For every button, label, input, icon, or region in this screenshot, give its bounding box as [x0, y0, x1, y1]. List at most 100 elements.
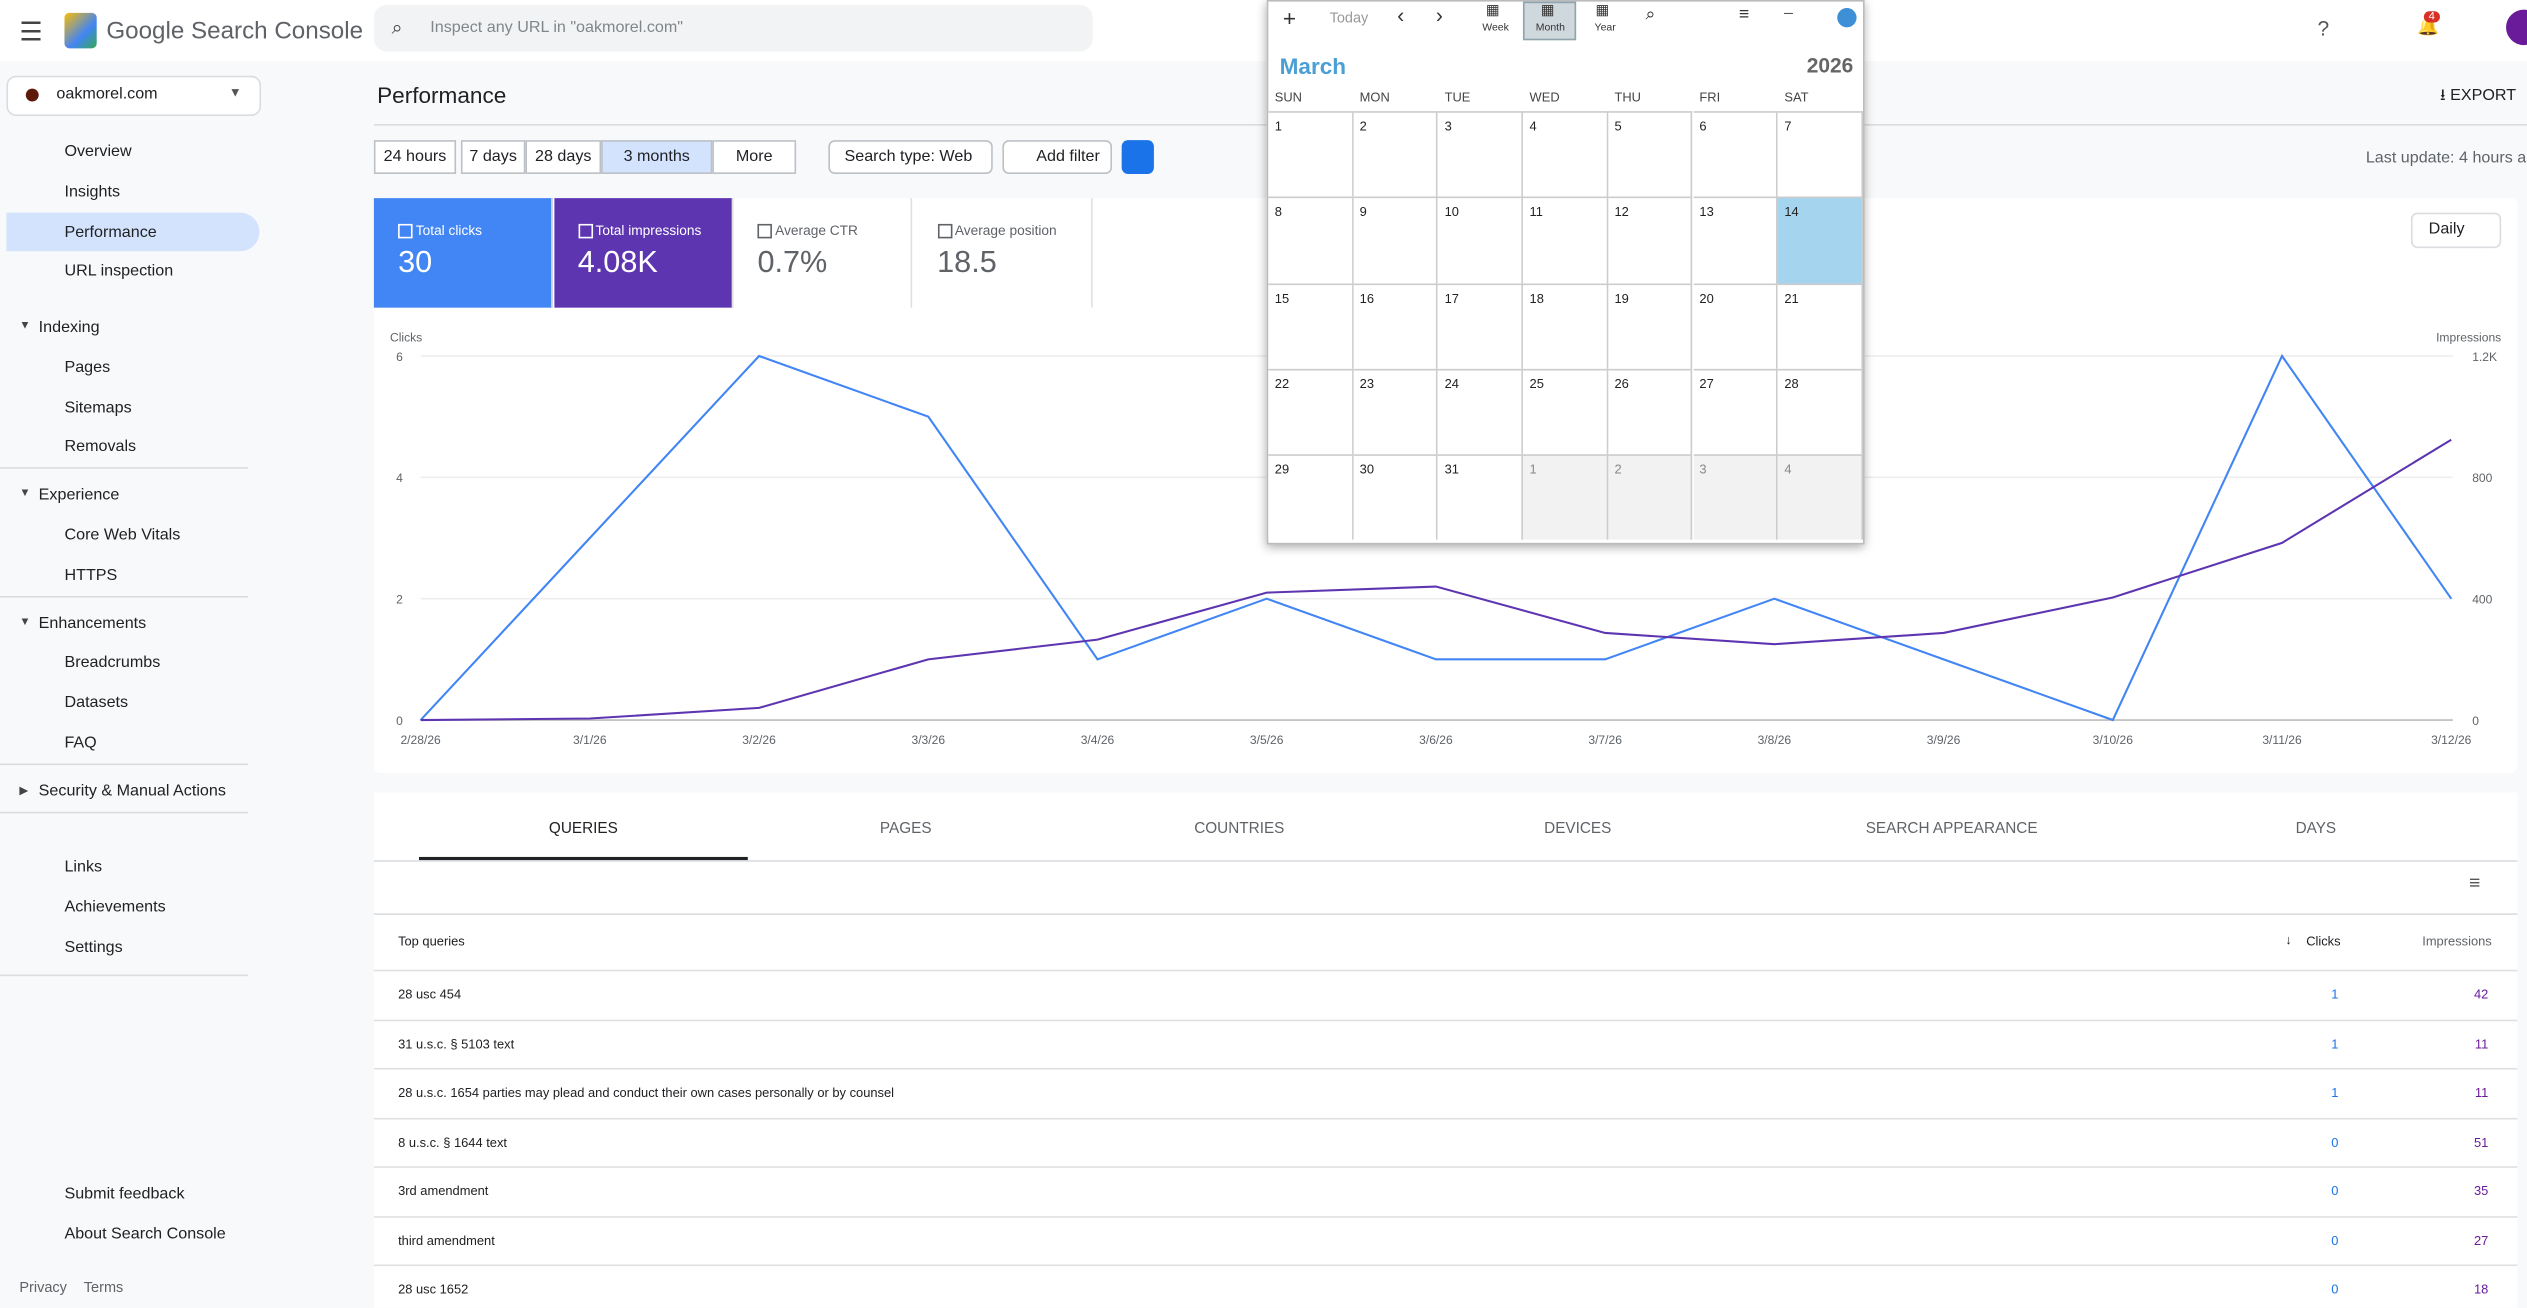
- range-label[interactable]: 24 hours: [383, 148, 447, 166]
- day-cell[interactable]: [1353, 196, 1439, 283]
- day-cell[interactable]: [1777, 368, 1863, 455]
- range-label[interactable]: 3 months: [623, 148, 690, 166]
- metric-checkbox[interactable]: [757, 223, 772, 239]
- day-number[interactable]: 6: [1699, 119, 1707, 134]
- day-cell[interactable]: [1608, 368, 1693, 455]
- day-number[interactable]: 30: [1359, 462, 1375, 478]
- day-cell[interactable]: [1608, 454, 1693, 541]
- day-cell[interactable]: [1692, 196, 1778, 283]
- range-chip[interactable]: 7 days: [460, 140, 526, 174]
- day-number[interactable]: 4: [1784, 462, 1792, 478]
- tab[interactable]: DAYS: [2295, 819, 2337, 838]
- search-button[interactable]: ⌕: [1645, 4, 1656, 25]
- day-cell[interactable]: [1523, 111, 1609, 197]
- nav-item[interactable]: Breadcrumbs: [64, 654, 161, 673]
- metric-card[interactable]: [373, 198, 553, 308]
- query-cell[interactable]: third amendment: [398, 1233, 495, 1248]
- day-number[interactable]: 31: [1444, 462, 1459, 478]
- query-cell[interactable]: 28 usc 1652: [398, 1282, 469, 1297]
- filter-settings-button[interactable]: [1121, 140, 1154, 174]
- metric-card[interactable]: [912, 198, 1092, 308]
- day-cell[interactable]: [1692, 111, 1778, 197]
- nav-item[interactable]: Datasets: [64, 694, 129, 713]
- day-cell[interactable]: [1438, 111, 1524, 197]
- day-number[interactable]: 11: [1529, 205, 1543, 220]
- column-header[interactable]: Clicks: [2306, 934, 2341, 949]
- day-number[interactable]: 24: [1444, 376, 1459, 392]
- search-type-chip[interactable]: [828, 140, 993, 174]
- metric-checkbox[interactable]: [398, 223, 413, 239]
- nav-item[interactable]: Links: [64, 858, 103, 877]
- nav-item[interactable]: Pages: [64, 358, 111, 377]
- legal-link[interactable]: Terms: [83, 1278, 124, 1296]
- tab[interactable]: SEARCH APPEARANCE: [1865, 819, 2038, 838]
- day-cell[interactable]: [1438, 196, 1524, 283]
- day-number[interactable]: 4: [1529, 119, 1537, 134]
- day-cell[interactable]: [1268, 368, 1354, 455]
- menu-button[interactable]: ≡: [1738, 4, 1750, 25]
- day-number[interactable]: 26: [1614, 376, 1629, 392]
- metric-card[interactable]: [553, 198, 733, 308]
- metric-card[interactable]: [733, 198, 913, 308]
- day-number[interactable]: 29: [1274, 462, 1290, 478]
- day-cell[interactable]: [1353, 454, 1439, 541]
- nav-item[interactable]: FAQ: [64, 734, 97, 753]
- day-cell[interactable]: [1438, 368, 1524, 455]
- day-cell[interactable]: [1608, 196, 1693, 283]
- nav-section-title[interactable]: Security & Manual Actions: [38, 782, 226, 801]
- tab[interactable]: PAGES: [879, 819, 932, 838]
- nav-footer-item[interactable]: About Search Console: [64, 1225, 226, 1244]
- day-cell[interactable]: [1523, 368, 1609, 455]
- nav-footer-item[interactable]: Submit feedback: [64, 1185, 185, 1204]
- nav-item[interactable]: Core Web Vitals: [64, 526, 181, 545]
- day-number[interactable]: 1: [1529, 462, 1537, 478]
- tab[interactable]: DEVICES: [1544, 819, 1612, 838]
- day-number[interactable]: 12: [1614, 205, 1629, 220]
- day-number[interactable]: 1: [1274, 119, 1282, 134]
- tab[interactable]: QUERIES: [548, 819, 618, 838]
- day-cell[interactable]: [1353, 111, 1439, 197]
- day-number[interactable]: 3: [1444, 119, 1452, 134]
- day-number[interactable]: 2: [1614, 462, 1622, 478]
- minimize-button[interactable]: –: [1784, 4, 1794, 23]
- day-number[interactable]: 18: [1529, 290, 1544, 306]
- day-number[interactable]: 5: [1614, 119, 1622, 134]
- day-cell[interactable]: [1523, 454, 1609, 541]
- query-cell[interactable]: 28 u.s.c. 1654 parties may plead and con…: [398, 1085, 895, 1101]
- range-label[interactable]: 28 days: [535, 148, 592, 166]
- tab[interactable]: COUNTRIES: [1194, 819, 1285, 838]
- range-chip[interactable]: 24 hours: [373, 140, 457, 174]
- day-cell[interactable]: [1608, 282, 1693, 369]
- prev-button[interactable]: ‹: [1397, 3, 1405, 28]
- nav-item[interactable]: Overview: [64, 143, 132, 162]
- granularity-select[interactable]: [2410, 212, 2502, 249]
- nav-section-title[interactable]: Experience: [38, 486, 120, 505]
- nav-section-title[interactable]: Indexing: [38, 318, 100, 337]
- legal-link[interactable]: Privacy: [19, 1278, 67, 1296]
- granularity-label[interactable]: Daily: [2428, 220, 2465, 239]
- day-cell[interactable]: [1268, 196, 1354, 283]
- search-placeholder[interactable]: Inspect any URL in "oakmorel.com": [430, 19, 683, 38]
- add-filter-chip[interactable]: [1002, 140, 1113, 174]
- day-number[interactable]: 27: [1699, 376, 1714, 392]
- day-number[interactable]: 21: [1784, 290, 1799, 306]
- add-filter-label[interactable]: Add filter: [1036, 148, 1100, 166]
- day-cell[interactable]: [1777, 454, 1863, 541]
- day-cell[interactable]: [1438, 454, 1524, 541]
- help-icon[interactable]: ?: [2317, 16, 2330, 41]
- range-label[interactable]: 7 days: [469, 148, 517, 166]
- column-header[interactable]: Impressions: [2422, 934, 2492, 949]
- range-chip[interactable]: 28 days: [525, 140, 602, 174]
- query-cell[interactable]: 3rd amendment: [398, 1183, 489, 1199]
- next-button[interactable]: ›: [1435, 3, 1443, 28]
- day-cell[interactable]: [1777, 196, 1863, 283]
- day-cell[interactable]: [1692, 282, 1778, 369]
- query-cell[interactable]: 8 u.s.c. § 1644 text: [398, 1134, 508, 1150]
- day-number[interactable]: 2: [1359, 119, 1367, 134]
- range-chip[interactable]: 3 months: [601, 140, 713, 174]
- nav-item[interactable]: Insights: [64, 183, 121, 202]
- day-number[interactable]: 25: [1529, 376, 1544, 392]
- day-cell[interactable]: [1438, 282, 1524, 369]
- close-button[interactable]: [1837, 8, 1857, 28]
- day-cell[interactable]: [1692, 368, 1778, 455]
